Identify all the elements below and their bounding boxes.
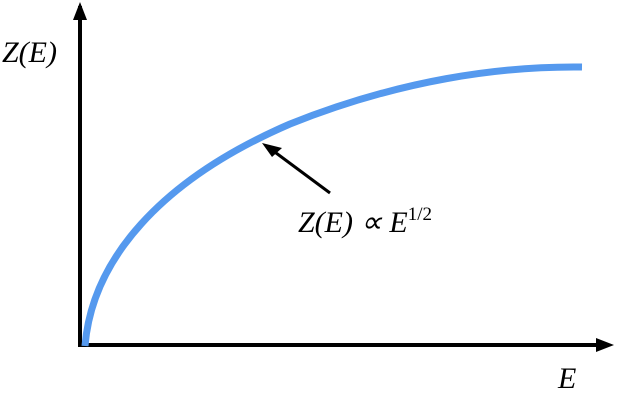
annotation: Z(E) ∝ E1/2 <box>298 204 432 239</box>
x-axis-label: E <box>557 362 576 395</box>
annotation-arrowhead <box>262 143 282 157</box>
y-axis-arrow <box>73 2 87 20</box>
curve <box>81 63 583 347</box>
annotation-base: Z(E) ∝ E <box>298 206 408 239</box>
y-axis-label: Z(E) <box>2 36 57 69</box>
x-axis-arrow <box>596 338 614 352</box>
annotation-exponent: 1/2 <box>408 204 432 225</box>
annotation-arrow <box>267 145 331 195</box>
